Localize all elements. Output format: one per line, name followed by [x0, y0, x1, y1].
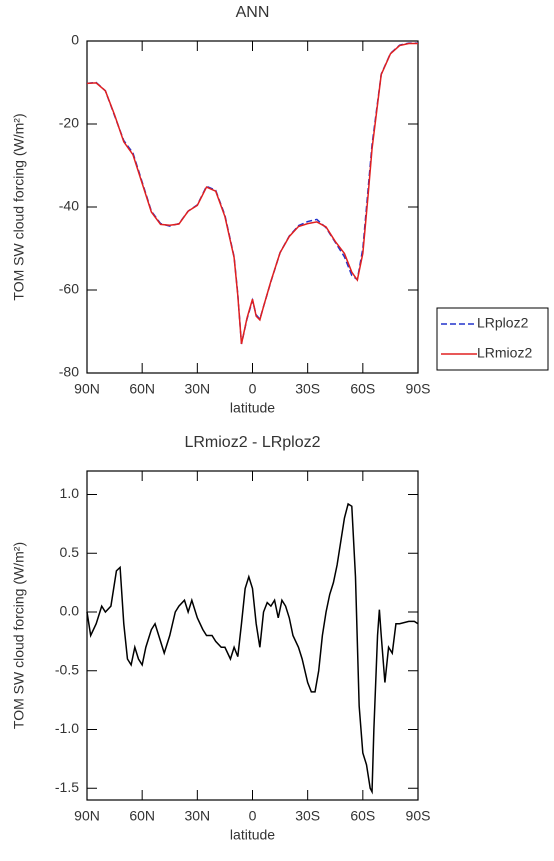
y-tick-label: -80: [59, 364, 79, 380]
y-axis-label: TOM SW cloud forcing (W/m²): [11, 542, 27, 729]
x-tick-label: 30N: [184, 381, 210, 397]
x-tick-label: 60N: [129, 808, 155, 824]
plot-frame: [86, 40, 419, 374]
y-tick-label: -1.0: [55, 720, 79, 736]
x-axis-label: latitude: [230, 400, 275, 416]
legend-box: [436, 307, 549, 371]
y-tick-label: 0.0: [60, 603, 80, 619]
x-tick-label: 30S: [295, 808, 320, 824]
chart-title: ANN: [236, 4, 270, 21]
x-tick-label: 90N: [74, 808, 100, 824]
x-tick-label: 30N: [184, 808, 210, 824]
x-tick-label: 90N: [74, 381, 100, 397]
x-tick-label: 0: [249, 381, 257, 397]
y-tick-label: 1.0: [60, 485, 80, 501]
x-tick-label: 90S: [406, 808, 431, 824]
y-tick-label: -20: [59, 115, 79, 131]
y-tick-label: -60: [59, 281, 79, 297]
x-axis-label: latitude: [230, 827, 275, 843]
y-tick-label: -1.5: [55, 779, 79, 795]
x-tick-label: 30S: [295, 381, 320, 397]
chart-title: LRmioz2 - LRploz2: [184, 434, 320, 451]
x-tick-label: 60S: [350, 381, 375, 397]
legend-label: LRmioz2: [477, 345, 532, 361]
data-line: [86, 502, 419, 795]
y-tick-label: -40: [59, 198, 79, 214]
y-tick-label: 0.5: [60, 544, 80, 560]
data-line: [86, 42, 418, 345]
plot-frame: [86, 470, 419, 801]
y-tick-label: -0.5: [55, 661, 79, 677]
x-tick-label: 0: [249, 808, 257, 824]
x-tick-label: 60S: [350, 808, 375, 824]
x-tick-label: 60N: [129, 381, 155, 397]
y-axis-label: TOM SW cloud forcing (W/m²): [11, 113, 27, 300]
legend-label: LRploz2: [477, 315, 529, 331]
x-tick-label: 90S: [406, 381, 431, 397]
y-tick-label: 0: [71, 32, 79, 48]
